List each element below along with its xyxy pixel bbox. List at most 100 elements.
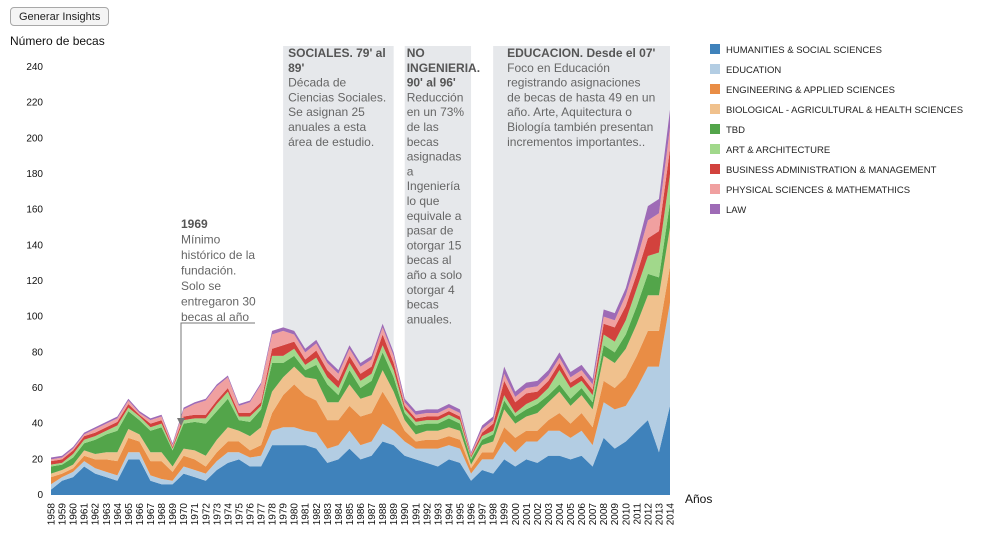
x-tick-label: 1961 <box>80 503 91 526</box>
annotation-sociales-text: área de estudio. <box>288 135 374 149</box>
x-tick-label: 1963 <box>102 503 113 526</box>
annotation-educacion-text: de becas de hasta 49 en un <box>507 90 655 104</box>
y-tick-label: 240 <box>26 62 43 73</box>
annotation-sociales-text: Ciencias Sociales. <box>288 90 386 104</box>
x-tick-label: 1978 <box>268 503 279 526</box>
x-tick-label: 1991 <box>411 503 422 526</box>
legend-label: LAW <box>726 205 746 216</box>
annotation-no-ingenieria-text: pasar de <box>407 224 454 238</box>
x-tick-label: 1990 <box>400 503 411 526</box>
annotation-1969-arrow <box>177 418 185 426</box>
x-tick-label: 1997 <box>478 503 489 526</box>
legend-swatch <box>710 204 720 214</box>
annotation-educacion-text: registrando asignaciones <box>507 76 640 90</box>
x-tick-label: 1971 <box>190 503 201 526</box>
legend-label: BUSINESS ADMINISTRATION & MANAGEMENT <box>726 165 937 176</box>
x-tick-label: 2013 <box>654 503 665 526</box>
annotation-sociales-title: 89' <box>288 61 304 75</box>
y-tick-label: 0 <box>37 490 43 501</box>
legend-swatch <box>710 64 720 74</box>
x-axis: 1958 1959 1960 1961 1962 1963 1964 1965 1966 1967… <box>47 503 677 526</box>
x-tick-label: 2007 <box>588 503 599 526</box>
annotation-no-ingenieria-text: a <box>407 164 414 178</box>
legend-swatch <box>710 184 720 194</box>
annotation-no-ingenieria-title: 90' al 96' <box>407 76 456 90</box>
legend: HUMANITIES & SOCIAL SCIENCES EDUCATION ENG… <box>710 44 963 216</box>
annotation-no-ingenieria-text: becas <box>407 298 439 312</box>
x-tick-label: 2006 <box>577 503 588 526</box>
x-tick-label: 1966 <box>135 503 146 526</box>
y-tick-label: 180 <box>26 169 43 180</box>
legend-label: ENGINEERING & APPLIED SCIENCES <box>726 85 895 96</box>
x-tick-label: 1985 <box>345 503 356 526</box>
x-axis-label: Años <box>685 492 712 506</box>
annotation-1969-text: fundación. <box>181 264 236 278</box>
y-tick-label: 220 <box>26 98 43 109</box>
annotation-1969-text: histórico de la <box>181 248 255 262</box>
x-tick-label: 1979 <box>279 503 290 526</box>
annotation-no-ingenieria-text: Ingeniería <box>407 179 461 193</box>
x-tick-label: 1999 <box>500 503 511 526</box>
legend-swatch <box>710 84 720 94</box>
x-tick-label: 1965 <box>124 503 135 526</box>
x-tick-label: 1958 <box>47 503 58 526</box>
series-area[interactable] <box>51 266 670 485</box>
x-tick-label: 2003 <box>544 503 555 526</box>
y-tick-label: 100 <box>26 312 43 323</box>
legend-label: EDUCATION <box>726 65 781 76</box>
generate-insights-button[interactable]: Generar Insights <box>10 7 110 26</box>
x-tick-label: 1994 <box>444 503 455 526</box>
legend-swatch <box>710 104 720 114</box>
x-tick-label: 1987 <box>367 503 378 526</box>
y-axis: 0 20 40 60 80 100 120 140 160 180 200 220 240 <box>26 62 43 501</box>
x-tick-label: 2004 <box>555 503 566 526</box>
series-area[interactable] <box>51 202 670 474</box>
legend-swatch <box>710 124 720 134</box>
x-tick-label: 1969 <box>168 503 179 526</box>
annotation-no-ingenieria-text: de las <box>407 120 439 134</box>
x-tick-label: 1959 <box>58 503 69 526</box>
annotation-no-ingenieria-text: otorgar 4 <box>407 283 455 297</box>
y-tick-label: 40 <box>32 419 44 430</box>
legend-label: PHYSICAL SCIENCES & MATHEMATHICS <box>726 185 910 196</box>
annotation-no-ingenieria-text: equivale a <box>407 209 462 223</box>
annotation-1969-title: 1969 <box>181 217 208 231</box>
x-tick-label: 1993 <box>433 503 444 526</box>
annotation-1969-leader <box>180 322 255 420</box>
x-tick-label: 1986 <box>356 503 367 526</box>
x-tick-label: 1995 <box>455 503 466 526</box>
annotation-no-ingenieria-text: becas al <box>407 253 452 267</box>
x-tick-label: 2005 <box>566 503 577 526</box>
x-tick-label: 2012 <box>643 503 654 526</box>
x-tick-label: 1998 <box>489 503 500 526</box>
annotation-no-ingenieria-title: INGENIERIA. <box>407 61 480 75</box>
legend-label: ART & ARCHITECTURE <box>726 145 830 156</box>
annotation-no-ingenieria-text: otorgar 15 <box>407 238 462 252</box>
annotation-1969-text: becas al año <box>181 310 249 324</box>
annotation-sociales-text: anuales a esta <box>288 120 366 134</box>
annotation-educacion-text: Foco en Educación <box>507 61 610 75</box>
legend-swatch <box>710 144 720 154</box>
x-tick-label: 2009 <box>610 503 621 526</box>
x-tick-label: 1974 <box>223 503 234 526</box>
legend-label: HUMANITIES & SOCIAL SCIENCES <box>726 45 882 56</box>
x-tick-label: 1976 <box>245 503 256 526</box>
x-tick-label: 1960 <box>69 503 80 526</box>
legend-label: BIOLOGICAL - AGRICULTURAL & HEALTH SCIEN… <box>726 105 963 116</box>
series-area[interactable] <box>51 302 670 490</box>
x-tick-label: 1967 <box>146 503 157 526</box>
series-area[interactable] <box>51 405 670 495</box>
x-tick-label: 2008 <box>599 503 610 526</box>
legend-swatch <box>710 164 720 174</box>
legend-swatch <box>710 44 720 54</box>
x-tick-label: 1992 <box>422 503 433 526</box>
series-areas <box>51 109 670 495</box>
legend-label: TBD <box>726 125 745 136</box>
y-tick-label: 80 <box>32 347 44 358</box>
x-tick-label: 2000 <box>511 503 522 526</box>
x-tick-label: 1962 <box>91 503 102 526</box>
annotation-1969-text: Solo se <box>181 279 221 293</box>
annotation-sociales-text: Se asignan 25 <box>288 105 365 119</box>
y-tick-label: 120 <box>26 276 43 287</box>
